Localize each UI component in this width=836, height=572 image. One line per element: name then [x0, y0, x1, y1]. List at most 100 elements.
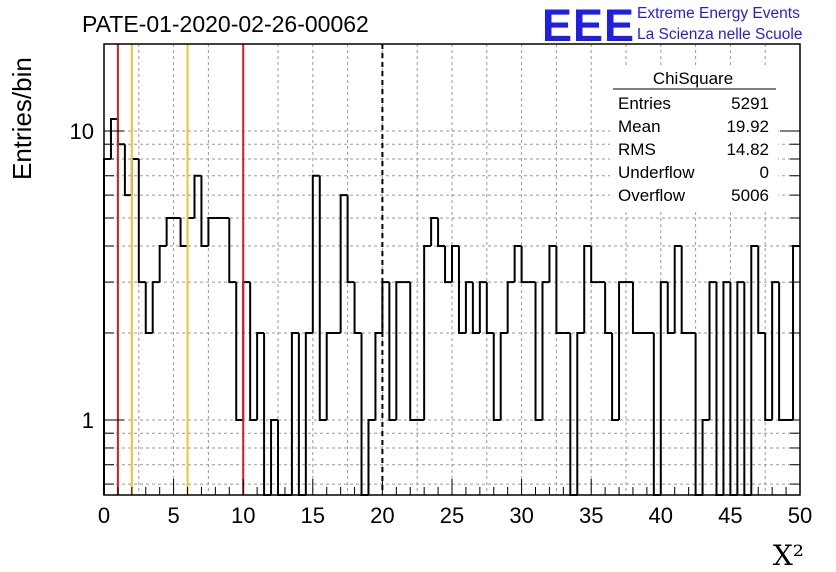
histogram-bin — [437, 217, 446, 247]
histogram-bin — [771, 281, 780, 420]
histogram-bin — [499, 331, 508, 420]
histogram-bin — [249, 282, 258, 421]
histogram-bin — [457, 245, 466, 334]
histogram-bin — [555, 245, 564, 334]
histogram-bin — [137, 158, 146, 284]
x-tick-label: 5 — [167, 503, 179, 528]
histogram-bin — [506, 281, 515, 333]
stats-box-bg — [610, 66, 778, 209]
histogram-bin — [186, 216, 195, 246]
stats-title: ChiSquare — [653, 69, 733, 88]
stats-row-value: 14.82 — [726, 140, 769, 159]
histogram-bin — [318, 175, 327, 421]
histogram-bin — [374, 331, 383, 420]
histogram-bin — [673, 244, 682, 333]
histogram-bin — [729, 282, 738, 496]
x-tick-label: 30 — [509, 503, 533, 528]
logo-line2: La Scienza nelle Scuole — [637, 26, 802, 43]
histogram-bin — [736, 281, 745, 495]
stats-row-label: Overflow — [618, 186, 686, 205]
histogram-bin — [367, 418, 376, 495]
histogram-bin — [451, 244, 459, 283]
histogram-bin — [165, 216, 174, 246]
histogram-bin — [485, 282, 494, 334]
stats-row-value: 0 — [760, 163, 769, 182]
histogram-bin — [395, 281, 404, 420]
histogram-bin — [346, 195, 355, 284]
histogram-bin — [193, 174, 202, 218]
x-tick-label: 0 — [98, 503, 110, 528]
x-tick-label: 50 — [788, 503, 812, 528]
histogram-bin — [757, 245, 766, 334]
histogram-bin — [534, 282, 543, 421]
histogram-bin — [569, 332, 578, 496]
x-axis-label: X² — [773, 539, 804, 572]
histogram-bin — [103, 157, 111, 495]
histogram-bin — [381, 281, 390, 333]
stats-row-label: Underflow — [618, 163, 695, 182]
histogram-bin — [715, 282, 724, 496]
histogram-bin — [235, 282, 244, 421]
histogram-bin — [464, 281, 473, 333]
histogram-bin — [311, 174, 320, 333]
stats-row-label: Entries — [618, 94, 671, 113]
x-tick-label: 10 — [231, 503, 255, 528]
histogram-bin — [130, 157, 139, 196]
x-tick-label: 45 — [718, 503, 742, 528]
histogram-bin — [290, 331, 299, 495]
histogram-bin — [270, 418, 278, 495]
stats-rows: Entries 5291 Mean 19.92 RMS 14.82 Underflow 0 Ov… — [618, 94, 769, 205]
logo-line1: Extreme Energy Events — [637, 5, 800, 22]
x-tick-label: 40 — [649, 503, 673, 528]
histogram-bin — [353, 282, 362, 334]
histogram-bin — [228, 217, 237, 284]
run-title: PATE-01-2020-02-26-00062 — [82, 11, 369, 37]
stats-box: ChiSquare Entries 5291 Mean 19.92 RMS 14.82 Un… — [610, 66, 778, 209]
histogram-bin — [242, 281, 251, 420]
histogram-bin — [158, 244, 167, 283]
histogram-bin — [680, 245, 689, 334]
histogram-bin — [423, 244, 432, 420]
logo-letters: EEE — [542, 0, 635, 51]
histogram-bin — [576, 331, 585, 495]
x-tick-label: 25 — [440, 503, 464, 528]
y-tick-label: 1 — [82, 408, 94, 433]
histogram-bin — [708, 281, 717, 420]
histogram-bin — [263, 332, 272, 496]
stats-row-value: 5291 — [731, 94, 769, 113]
histogram-bin — [631, 282, 640, 334]
histogram-bin — [659, 281, 668, 495]
histogram-bin — [207, 216, 216, 246]
histogram-bin — [116, 119, 125, 146]
histogram-bin — [666, 282, 675, 334]
histogram-bin — [325, 331, 334, 420]
histogram-bin — [778, 282, 787, 421]
eee-logo: EEE Extreme Energy Events La Scienza nel… — [542, 0, 802, 51]
histogram-bin — [611, 332, 620, 421]
histogram-bin — [548, 244, 557, 283]
histogram-bin — [590, 245, 599, 284]
histogram-bin — [444, 245, 452, 284]
histogram-bin — [652, 332, 661, 496]
reference-lines-layer — [116, 44, 384, 495]
histogram-bin — [694, 332, 703, 496]
y-tick-label: 10 — [70, 119, 94, 144]
stats-row-label: Mean — [618, 117, 661, 136]
histogram-bin — [151, 281, 160, 333]
stats-row-value: 19.92 — [726, 117, 769, 136]
histogram-bin — [409, 282, 418, 421]
x-tick-label: 35 — [579, 503, 603, 528]
histogram-bin — [618, 281, 626, 420]
histogram-bin — [109, 118, 118, 159]
histogram-bin — [722, 281, 731, 495]
x-tick-label: 15 — [301, 503, 325, 528]
histogram-bin — [123, 144, 132, 197]
histogram-bin — [604, 282, 613, 334]
histogram-bin — [360, 332, 369, 496]
stats-row-label: RMS — [618, 140, 656, 159]
histogram-bin — [304, 331, 313, 495]
histogram-bin — [764, 332, 773, 421]
histogram-bin — [492, 332, 501, 421]
histogram-bin — [179, 217, 188, 247]
